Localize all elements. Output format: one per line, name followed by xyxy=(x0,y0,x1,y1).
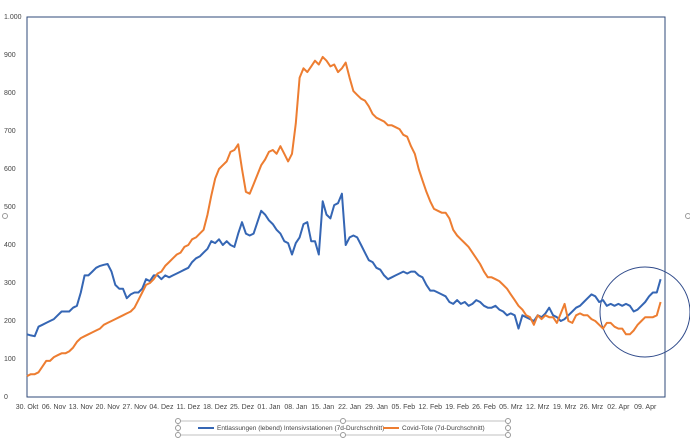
handle xyxy=(505,418,511,424)
highlight-circle xyxy=(599,266,690,358)
legend-label: Entlassungen (lebend) Intensivstationen … xyxy=(217,425,384,432)
series-line xyxy=(26,55,662,377)
x-tick-label: 12. Mrz xyxy=(526,404,550,411)
handle xyxy=(505,425,511,431)
y-tick-label: 600 xyxy=(4,166,16,173)
x-tick-label: 26. Mrz xyxy=(580,404,604,411)
x-tick-label: 15. Jan xyxy=(311,404,334,411)
x-tick-label: 04. Dez xyxy=(149,404,174,411)
legend: Entlassungen (lebend) Intensivstationen … xyxy=(175,418,511,438)
y-tick-label: 300 xyxy=(4,280,16,287)
x-tick-label: 01. Jan xyxy=(257,404,280,411)
plot-frame xyxy=(26,16,666,398)
x-tick-label: 18. Dez xyxy=(203,404,228,411)
x-tick-label: 08. Jan xyxy=(284,404,307,411)
y-tick-label: 900 xyxy=(4,52,16,59)
y-tick-label: 100 xyxy=(4,356,16,363)
handle xyxy=(340,432,346,438)
x-tick-label: 27. Nov xyxy=(122,404,147,411)
handle xyxy=(175,432,181,438)
y-tick-label: 1.000 xyxy=(4,14,22,21)
y-tick-label: 400 xyxy=(4,242,16,249)
x-tick-label: 20. Nov xyxy=(96,404,121,411)
y-tick-label: 700 xyxy=(4,128,16,135)
x-tick-label: 02. Apr xyxy=(607,404,630,411)
handle xyxy=(505,432,511,438)
x-tick-label: 05. Feb xyxy=(391,404,415,411)
x-tick-label: 30. Okt xyxy=(16,404,39,411)
x-tick-label: 22. Jan xyxy=(338,404,361,411)
x-tick-label: 13. Nov xyxy=(69,404,94,411)
y-tick-label: 0 xyxy=(4,394,8,401)
x-tick-label: 25. Dez xyxy=(230,404,255,411)
x-tick-label: 05. Mrz xyxy=(499,404,523,411)
handle xyxy=(2,213,8,219)
handle xyxy=(685,213,690,219)
x-tick-label: 11. Dez xyxy=(176,404,200,411)
x-tick-label: 19. Feb xyxy=(445,404,469,411)
y-tick-label: 800 xyxy=(4,90,16,97)
x-tick-label: 26. Feb xyxy=(472,404,496,411)
series-line xyxy=(26,192,662,338)
y-tick-label: 500 xyxy=(4,204,16,211)
x-tick-label: 19. Mrz xyxy=(553,404,577,411)
x-tick-label: 09. Apr xyxy=(634,404,657,411)
handle xyxy=(340,418,346,424)
x-tick-label: 12. Feb xyxy=(418,404,442,411)
handle xyxy=(175,418,181,424)
y-tick-label: 200 xyxy=(4,318,16,325)
legend-label: Covid-Tote (7d-Durchschnitt) xyxy=(402,425,485,432)
x-tick-label: 29. Jan xyxy=(365,404,388,411)
x-tick-label: 06. Nov xyxy=(42,404,67,411)
handle xyxy=(175,425,181,431)
